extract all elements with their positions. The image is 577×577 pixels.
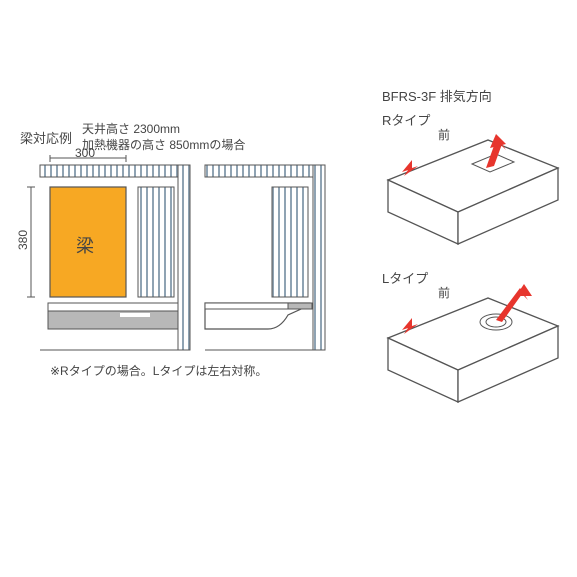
front-view-panel	[20, 155, 195, 375]
r-type-iso	[378, 120, 568, 260]
condition-line-1: 天井高さ 2300mm	[82, 120, 180, 137]
l-type-iso	[378, 278, 568, 418]
dim-width-300: 300	[75, 146, 95, 160]
condition-line-2: 加熱機器の高さ 850mmの場合	[82, 136, 245, 153]
beam-example-title: 梁対応例	[20, 128, 72, 147]
dim-height-380: 380	[16, 230, 30, 250]
exhaust-dir-header: BFRS-3F 排気方向	[382, 86, 492, 105]
beam-kanji-label: 梁	[76, 232, 94, 258]
panel-note: ※Rタイプの場合。Lタイプは左右対称。	[50, 362, 267, 379]
side-view-panel	[200, 155, 335, 375]
